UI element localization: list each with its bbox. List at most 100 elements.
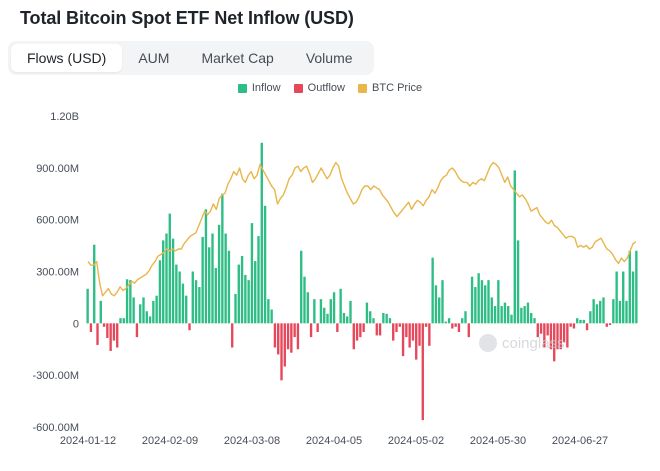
inflow-bar — [185, 295, 188, 324]
x-tick-label: 2024-06-27 — [552, 435, 608, 447]
inflow-bar — [461, 318, 464, 324]
outflow-bar — [572, 323, 576, 329]
inflow-bar — [237, 264, 240, 324]
page-title: Total Bitcoin Spot ETF Net Inflow (USD) — [20, 8, 354, 28]
inflow-bar — [474, 287, 477, 324]
outflow-bar — [352, 323, 355, 350]
inflow-bar — [385, 313, 388, 324]
inflow-bar — [221, 193, 224, 324]
inflow-bar — [523, 306, 526, 324]
inflow-bar — [622, 271, 625, 324]
x-tick-label: 2024-05-02 — [388, 435, 444, 447]
outflow-bar — [562, 323, 566, 343]
inflow-bar — [323, 307, 326, 324]
inflow-bar — [434, 285, 438, 324]
outflow-bar — [309, 323, 313, 338]
inflow-bar — [438, 297, 441, 324]
inflow-bar — [631, 271, 635, 324]
inflow-bar — [129, 280, 132, 324]
inflow-bar — [526, 302, 530, 324]
inflow-bar — [500, 306, 503, 324]
chart-tabs: Flows (USD) AUM Market Cap Volume — [8, 41, 374, 75]
outflow-bar — [411, 323, 415, 341]
legend-label-outflow: Outflow — [307, 82, 345, 94]
outflow-bar — [277, 323, 280, 355]
inflow-bar — [204, 209, 208, 324]
inflow-bar — [507, 306, 510, 324]
inflow-bar — [260, 142, 263, 324]
inflow-bar — [487, 280, 490, 324]
inflow-bar — [464, 311, 467, 324]
inflow-bar — [208, 247, 211, 324]
outflow-bar — [273, 323, 277, 348]
inflow-bar — [319, 299, 323, 324]
inflow-bar — [444, 321, 447, 324]
tab-volume[interactable]: Volume — [305, 50, 353, 66]
outflow-bar — [378, 323, 382, 336]
outflow-bar — [109, 323, 112, 351]
inflow-bar — [93, 244, 96, 324]
inflow-bar — [306, 292, 309, 324]
inflow-bar — [257, 236, 260, 324]
inflow-bar — [602, 297, 605, 324]
outflow-bar — [539, 323, 543, 334]
inflow-bar — [142, 297, 145, 324]
inflow-bar — [382, 312, 385, 324]
y-tick-label: 600.00M — [36, 215, 79, 227]
outflow-bar — [290, 323, 293, 353]
tab-market-cap[interactable]: Market Cap — [201, 50, 274, 66]
inflow-bar — [250, 223, 254, 324]
legend-item-outflow[interactable]: Outflow — [293, 82, 345, 94]
inflow-swatch — [237, 83, 247, 93]
outflow-bar — [553, 323, 556, 362]
outflow-bar — [102, 323, 106, 327]
outflow-bar — [405, 323, 408, 338]
inflow-bar — [214, 268, 217, 324]
outflow-bar — [283, 323, 286, 367]
outflow-bar — [316, 323, 319, 332]
inflow-bar — [158, 260, 162, 324]
inflow-bar — [198, 287, 201, 324]
outflow-bar — [467, 323, 470, 338]
inflow-bar — [497, 280, 500, 324]
x-tick-label: 2024-01-12 — [60, 435, 116, 447]
outflow-bar — [421, 323, 424, 421]
inflow-bar — [388, 318, 392, 324]
inflow-bar — [119, 318, 122, 324]
legend-label-inflow: Inflow — [251, 82, 281, 94]
inflow-bar — [490, 297, 493, 324]
inflow-bar — [349, 300, 352, 324]
inflow-bar — [470, 276, 474, 324]
inflow-bar — [171, 238, 175, 324]
outflow-bar — [106, 323, 109, 339]
inflow-bar — [303, 276, 306, 324]
outflow-bar — [362, 323, 365, 332]
tab-aum[interactable]: AUM — [138, 50, 170, 66]
outflow-bar — [408, 323, 411, 348]
outflow-bar — [454, 323, 457, 327]
inflow-bar — [267, 299, 270, 324]
inflow-bar — [510, 314, 513, 324]
inflow-bar — [168, 213, 171, 324]
chart-legend: Inflow Outflow BTC Price — [0, 82, 660, 96]
outflow-bar — [566, 323, 569, 348]
inflow-bar — [155, 295, 158, 324]
y-tick-label: 1.20B — [50, 111, 79, 123]
outflow-bar — [188, 323, 191, 331]
legend-item-btc-price[interactable]: BTC Price — [358, 82, 422, 94]
inflow-bar — [346, 316, 349, 324]
legend-item-inflow[interactable]: Inflow — [237, 82, 281, 94]
inflow-bar — [122, 318, 125, 324]
inflow-bar — [247, 280, 250, 324]
outflow-bar — [286, 323, 290, 350]
inflow-bar — [263, 205, 267, 324]
inflow-bar — [513, 170, 516, 324]
inflow-bar — [145, 311, 148, 324]
inflow-bar — [224, 233, 227, 324]
outflow-bar — [359, 323, 362, 338]
tab-flows[interactable]: Flows (USD) — [11, 44, 123, 72]
btc-price-line — [87, 161, 637, 297]
inflow-bar — [365, 302, 369, 324]
legend-label-btc-price: BTC Price — [372, 82, 423, 94]
inflow-bar — [313, 299, 316, 324]
